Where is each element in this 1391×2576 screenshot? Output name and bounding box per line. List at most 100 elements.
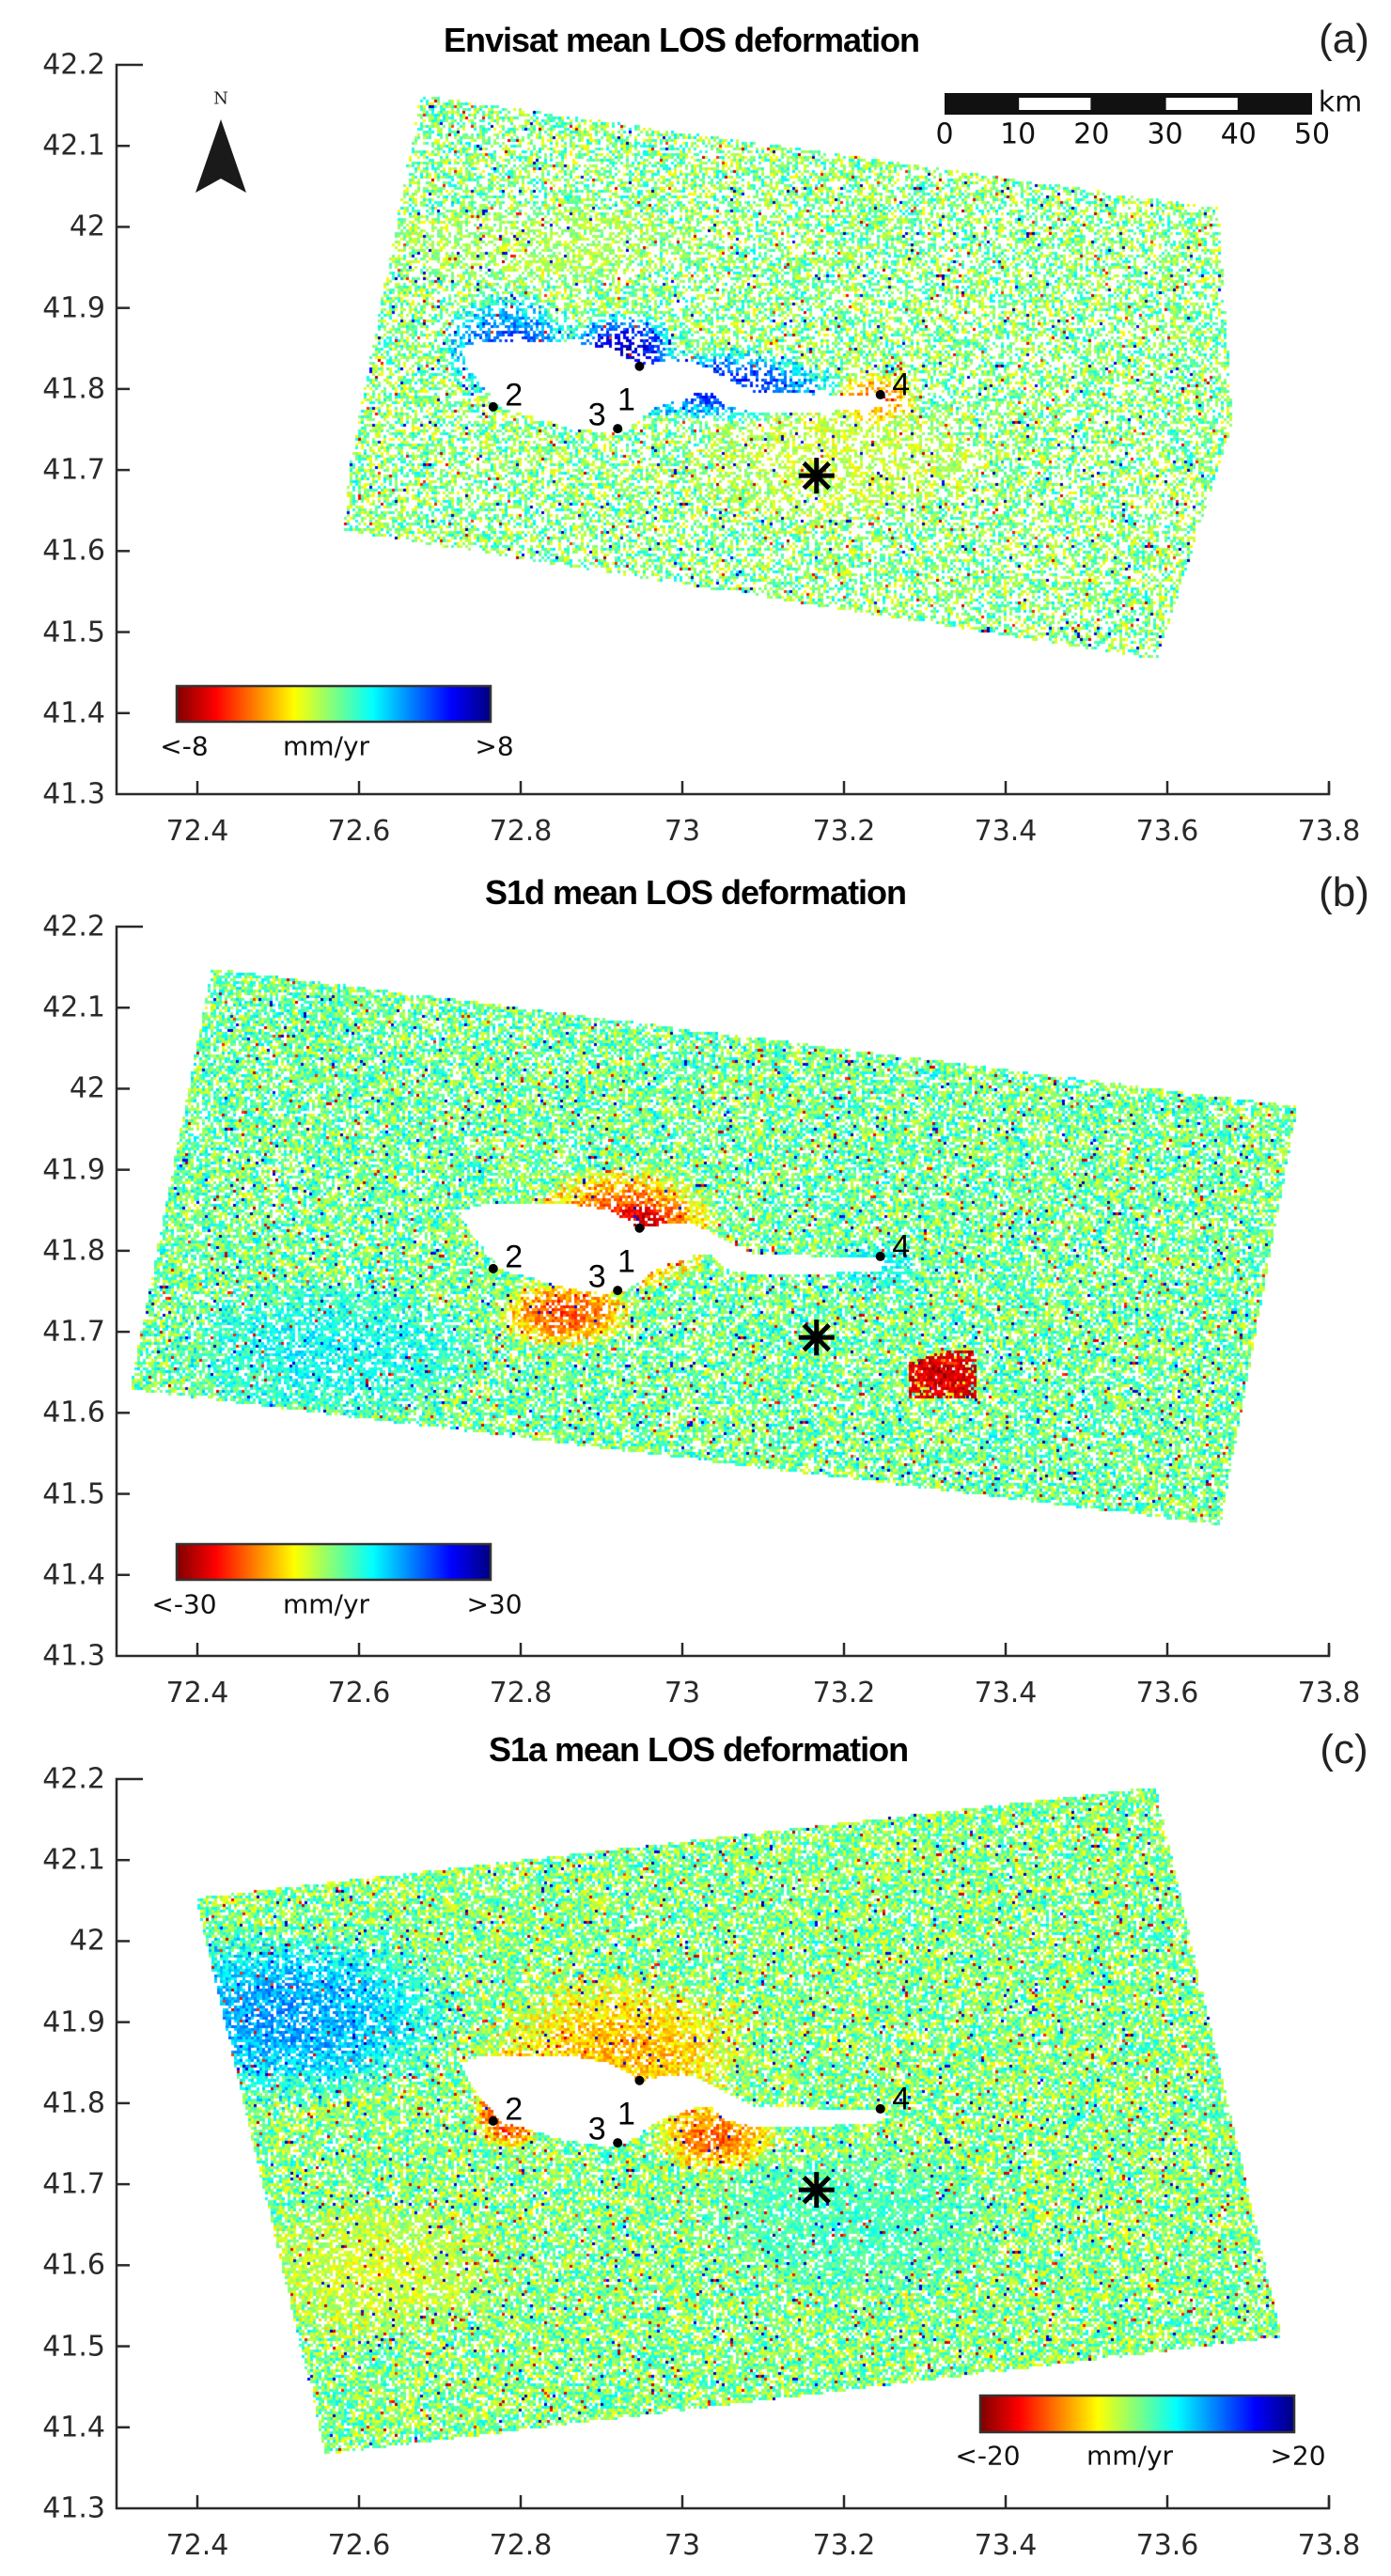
site-label-4: 4 bbox=[892, 367, 911, 403]
x-tick-label: 73.6 bbox=[1135, 815, 1199, 848]
site-label-2: 2 bbox=[505, 2091, 524, 2128]
axes-c bbox=[115, 1777, 1331, 2510]
axis-lines bbox=[115, 63, 1331, 796]
site-label-1: 1 bbox=[617, 2096, 635, 2132]
y-tick-label: 42.2 bbox=[42, 910, 105, 944]
scale-bar-label: 40 bbox=[1220, 117, 1257, 151]
site-marker-1 bbox=[634, 2075, 645, 2085]
y-tick-label: 41.9 bbox=[42, 1153, 105, 1187]
scale-bar-label: 30 bbox=[1147, 117, 1183, 151]
y-tick-label: 41.8 bbox=[42, 372, 105, 406]
colorbar-unit-label: mm/yr bbox=[282, 1588, 370, 1620]
panel-title-c: S1a mean LOS deformation bbox=[488, 1730, 909, 1769]
x-tick-label: 73.4 bbox=[974, 2529, 1038, 2562]
y-tick-label: 41.5 bbox=[42, 616, 105, 649]
north-label: N bbox=[213, 88, 228, 109]
x-tick-label: 72.4 bbox=[165, 1677, 229, 1710]
x-tick-label: 73 bbox=[664, 2529, 701, 2562]
epicenter-asterisk-icon bbox=[798, 2172, 835, 2209]
site-label-1: 1 bbox=[617, 1243, 635, 1280]
y-tick-label: 41.3 bbox=[42, 1639, 105, 1673]
site-marker-3 bbox=[613, 1286, 623, 1296]
scale-bar-unit: km bbox=[1318, 86, 1363, 119]
y-tick-label: 42 bbox=[69, 1071, 105, 1105]
scale-bar-label: 50 bbox=[1293, 117, 1331, 151]
x-tick-label: 73.6 bbox=[1135, 1677, 1199, 1710]
colorbar-min-label: <-30 bbox=[151, 1588, 217, 1620]
y-tick-label: 42.1 bbox=[42, 991, 105, 1024]
panel-label-b: (b) bbox=[1319, 869, 1369, 915]
colorbar-max-label: >20 bbox=[1270, 2440, 1326, 2472]
x-tick-label: 73.2 bbox=[812, 2529, 876, 2562]
site-label-2: 2 bbox=[505, 377, 524, 414]
site-label-3: 3 bbox=[587, 2111, 606, 2147]
y-tick-label: 42 bbox=[69, 210, 105, 243]
x-tick-label: 73.2 bbox=[812, 815, 876, 848]
colorbar bbox=[175, 1542, 492, 1582]
site-marker-3 bbox=[613, 424, 623, 434]
colorbar-max-label: >30 bbox=[466, 1588, 523, 1620]
colorbar-min-label: <-8 bbox=[160, 730, 209, 762]
x-tick-label: 72.8 bbox=[489, 2529, 553, 2562]
y-tick-label: 41.7 bbox=[42, 453, 105, 487]
x-tick-label: 73.2 bbox=[812, 1677, 876, 1710]
panel-a-envisat: Envisat mean LOS deformation (a) N 42.2 4… bbox=[0, 0, 1391, 862]
panel-title-a: Envisat mean LOS deformation bbox=[443, 21, 920, 59]
colorbar-max-label: >8 bbox=[475, 730, 514, 762]
site-marker-4 bbox=[875, 2103, 885, 2114]
y-tick-label: 42.2 bbox=[42, 48, 105, 82]
y-tick-label: 42.1 bbox=[42, 129, 105, 163]
axes-b bbox=[115, 925, 1331, 1658]
x-tick-label: 73.8 bbox=[1297, 815, 1361, 848]
axes-a bbox=[115, 63, 1331, 796]
x-tick-label: 73 bbox=[664, 1677, 701, 1710]
y-tick-label: 41.6 bbox=[42, 1396, 105, 1429]
x-tick-label: 72.8 bbox=[489, 1677, 553, 1710]
scale-bar-label: 10 bbox=[1000, 117, 1037, 151]
site-marker-2 bbox=[488, 1263, 498, 1273]
y-tick-label: 41.5 bbox=[42, 1477, 105, 1511]
panel-c-s1a: S1a mean LOS deformation (c) 42.2 42.1 42 4… bbox=[0, 1714, 1391, 2576]
x-tick-label: 72.6 bbox=[327, 2529, 391, 2562]
x-tick-label: 73.4 bbox=[974, 815, 1038, 848]
x-tick-label: 73.8 bbox=[1297, 2529, 1361, 2562]
y-tick-label: 42 bbox=[69, 1924, 105, 1958]
colorbar-unit-label: mm/yr bbox=[1086, 2440, 1174, 2472]
scale-bar bbox=[945, 93, 1312, 115]
epicenter-asterisk-icon bbox=[798, 1319, 835, 1356]
x-tick-label: 72.4 bbox=[165, 2529, 229, 2562]
y-tick-label: 41.9 bbox=[42, 2006, 105, 2039]
site-marker-1 bbox=[634, 361, 645, 371]
panel-b-s1d: S1d mean LOS deformation (b) 42.2 42.1 42 4… bbox=[0, 862, 1391, 1724]
y-tick-label: 41.9 bbox=[42, 291, 105, 325]
colorbar-unit-label: mm/yr bbox=[282, 730, 370, 762]
x-tick-label: 72.6 bbox=[327, 815, 391, 848]
x-tick-label: 73 bbox=[664, 815, 701, 848]
x-tick-label: 72.6 bbox=[327, 1677, 391, 1710]
x-tick-label: 72.4 bbox=[165, 815, 229, 848]
site-label-4: 4 bbox=[892, 2081, 911, 2117]
site-label-3: 3 bbox=[587, 397, 606, 433]
site-marker-4 bbox=[875, 389, 885, 399]
y-tick-label: 42.1 bbox=[42, 1843, 105, 1877]
y-tick-label: 41.8 bbox=[42, 1234, 105, 1268]
y-tick-label: 42.2 bbox=[42, 1762, 105, 1796]
scale-bar-label: 20 bbox=[1073, 117, 1110, 151]
y-tick-label: 41.8 bbox=[42, 2086, 105, 2120]
panel-label-c: (c) bbox=[1320, 1726, 1368, 1772]
site-label-1: 1 bbox=[617, 382, 635, 418]
x-tick-label: 72.8 bbox=[489, 815, 553, 848]
y-tick-label: 41.4 bbox=[42, 2411, 105, 2444]
y-tick-label: 41.3 bbox=[42, 2491, 105, 2525]
north-arrow-icon bbox=[195, 119, 246, 193]
colorbar-min-label: <-20 bbox=[955, 2440, 1021, 2472]
y-tick-label: 41.7 bbox=[42, 2167, 105, 2201]
y-tick-label: 41.4 bbox=[42, 1558, 105, 1592]
panel-title-b: S1d mean LOS deformation bbox=[484, 873, 907, 912]
y-tick-label: 41.5 bbox=[42, 2330, 105, 2364]
colorbar bbox=[175, 684, 492, 724]
site-marker-2 bbox=[488, 2115, 498, 2126]
epicenter-asterisk-icon bbox=[798, 458, 835, 494]
site-marker-3 bbox=[613, 2138, 623, 2148]
site-label-4: 4 bbox=[892, 1228, 911, 1265]
